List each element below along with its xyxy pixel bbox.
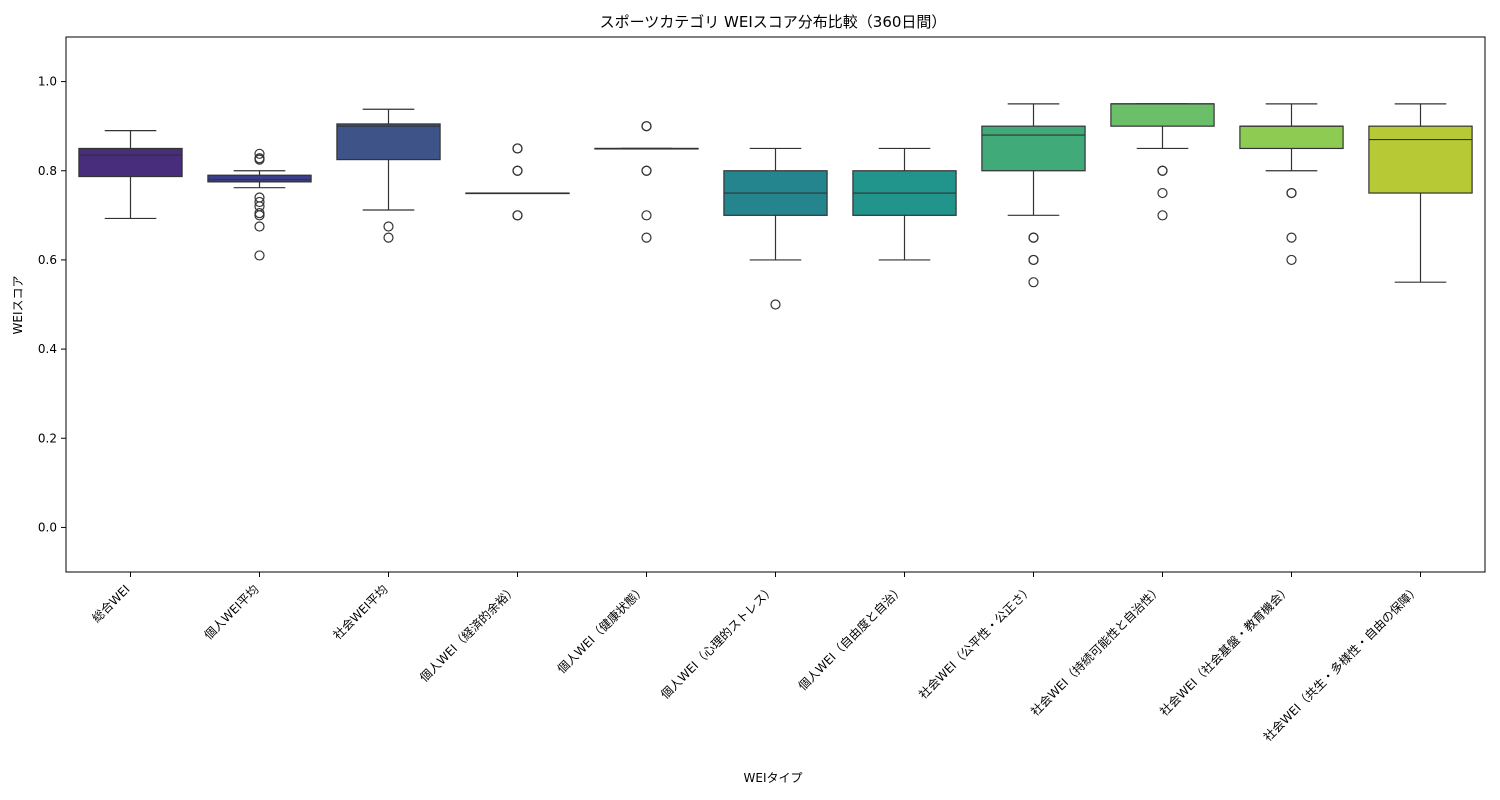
box-iqr [336,123,441,161]
outlier-point [512,143,523,154]
outlier-point [770,299,781,310]
outlier-point [1157,187,1168,199]
outlier-point [254,196,265,208]
box-iqr [1239,125,1344,150]
x-tick-label: 個人WEI（健康状態） [554,582,649,677]
box-group [336,108,441,243]
outlier-point [641,121,652,132]
chart-title: スポーツカテゴリ WEIスコア分布比較（360日間） [600,13,947,31]
box-group [465,143,570,221]
plot-frame [65,36,1486,573]
outlier-point [254,148,265,159]
x-axis: 総合WEI 個人WEI平均 社会WEI平均 個人WEI（経済的余裕） 個人WEI（健康状… [89,572,1423,744]
outlier-point [254,210,265,221]
x-tick-label: 社会WEI（共生・多様性・自由の保障） [1260,582,1423,745]
box-iqr [981,125,1086,172]
outlier-point [512,210,523,221]
outlier-point [1157,165,1168,176]
outlier-point [254,154,265,165]
outlier-point [1286,187,1297,199]
y-axis: 0.0 0.2 0.4 0.6 0.8 1.0 [38,75,66,534]
box-group [1110,103,1215,221]
outlier-point [383,221,394,232]
outlier-point [1028,232,1039,243]
x-tick-label: 個人WEI（経済的余裕） [416,582,519,685]
outlier-point [641,165,652,176]
x-tick-label: 個人WEI（自由度と自治） [795,582,907,694]
outlier-point [512,165,523,176]
box-group [594,121,699,243]
outlier-point [1286,232,1297,243]
x-tick-label: 総合WEI [89,582,133,626]
x-tick-label: 社会WEI（公平性・公正さ） [915,582,1035,702]
y-tick-label: 0.4 [38,342,57,356]
x-axis-label: WEIタイプ [744,771,803,785]
y-tick-label: 0.8 [38,164,57,178]
outlier-point [1157,210,1168,221]
box-group [207,148,312,261]
x-tick-label: 社会WEI（持続可能性と自治性） [1027,582,1164,719]
x-tick-label: 社会WEI（社会基盤・教育機会） [1156,582,1293,719]
outlier-point [254,250,265,261]
y-tick-label: 0.0 [38,520,57,534]
x-tick-label: 個人WEI平均 [202,582,262,642]
box-iqr [207,174,312,183]
box-iqr [1368,125,1473,194]
plot-area [78,103,1473,310]
outlier-point [1028,254,1039,266]
outlier-point [254,221,265,232]
x-tick-label: 個人WEI（心理的ストレス） [657,582,777,702]
box-group [1368,103,1473,283]
outlier-point [383,232,394,243]
y-tick-label: 1.0 [38,75,57,89]
box-group [723,147,828,310]
x-tick-label: 社会WEI平均 [330,582,391,643]
box-iqr [1110,103,1215,127]
outlier-point [254,208,265,219]
box-group [78,130,183,220]
outlier-point [1028,277,1039,288]
y-tick-label: 0.6 [38,253,57,267]
box-group [981,103,1086,288]
box-group [852,147,957,261]
box-group [1239,103,1344,266]
y-axis-label: WEIスコア [11,276,25,335]
outlier-point [1286,254,1297,266]
box-iqr [78,147,183,178]
y-tick-label: 0.2 [38,431,57,445]
outlier-point [641,232,652,243]
outlier-point [641,210,652,221]
